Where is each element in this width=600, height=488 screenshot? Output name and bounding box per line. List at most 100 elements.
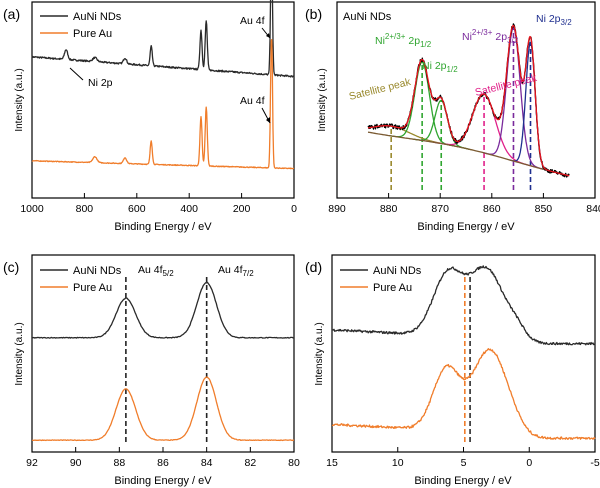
panel-a-ann-au4f-top: Au 4f xyxy=(240,15,265,27)
panel-b-ann-ni23-12-sub: 1/2 xyxy=(420,40,432,49)
panel-b-title: AuNi NDs xyxy=(343,11,392,23)
panel-b-xtick-label-1: 880 xyxy=(380,203,398,215)
panel-a-label: (a) xyxy=(3,6,20,22)
panel-c-series-pure xyxy=(31,376,295,442)
panel-c-annotations: Au 4f5/2 Au 4f7/2 xyxy=(138,264,254,278)
panel-a-xtick-label-0: 1000 xyxy=(20,203,44,215)
panel-c-xtick-label-2: 88 xyxy=(113,457,125,469)
panel-d-frame xyxy=(331,254,596,453)
panel-b-ann-ni-12: Ni 2p1/2 xyxy=(422,60,458,74)
panel-c-frame xyxy=(31,254,295,453)
panel-c-ylabel: Intensity (a.u.) xyxy=(14,322,25,385)
panel-d-xtick-label-2: 5 xyxy=(461,457,467,469)
panel-c: (c) 92 90 88 86 84 82 80 Binding Energy / eV I… xyxy=(3,254,300,487)
panel-b-xtick-label-2: 870 xyxy=(431,203,449,215)
panel-a-frame xyxy=(31,1,295,199)
panel-b-background xyxy=(367,131,570,177)
panel-c-label: (c) xyxy=(3,259,19,275)
panel-d-label: (d) xyxy=(305,259,322,275)
panel-c-legend-pure: Pure Au xyxy=(73,282,112,294)
panel-c-xtick-label-3: 86 xyxy=(157,457,169,469)
panel-b-components xyxy=(367,27,552,173)
panel-c-xlabel: Binding Energy / eV xyxy=(114,475,212,487)
panel-b-ann-ni-32-sub: 3/2 xyxy=(561,18,573,27)
panel-b-ann-ni-12-sub: 1/2 xyxy=(447,65,459,74)
panel-c-legend-auni: AuNi NDs xyxy=(73,265,122,277)
panel-b-ann-satellite-left: Satellite peak xyxy=(348,76,413,103)
panel-c-ann-52-sub: 5/2 xyxy=(163,269,175,278)
panel-b-ylabel: Intensity (a.u.) xyxy=(317,68,328,131)
panel-d-xtick-label-3: 0 xyxy=(526,457,532,469)
panel-a-x-ticks: 1000 800 600 400 200 0 xyxy=(20,193,297,215)
panel-a-xlabel: Binding Energy / eV xyxy=(114,221,212,233)
panel-a-series-auni xyxy=(31,0,295,78)
panel-a-xtick-label-3: 400 xyxy=(180,203,198,215)
panel-b-ann-ni23-12-ni: Ni xyxy=(375,35,385,47)
panel-d-legend-pure: Pure Au xyxy=(373,282,412,294)
panel-c-xtick-label-4: 84 xyxy=(201,457,213,469)
panel-b-component-1 xyxy=(389,61,455,147)
panel-c-legend: AuNi NDs Pure Au xyxy=(40,265,122,294)
panel-b-ann-ni23-32-sub: 3/2 xyxy=(507,36,519,45)
panel-c-ann-52-main: Au 4f xyxy=(138,264,163,276)
panel-a-series-pure xyxy=(31,38,295,170)
panel-a-annotations: Au 4f Ni 2p Au 4f xyxy=(69,15,271,124)
panel-d-xtick-label-0: 15 xyxy=(326,457,338,469)
panel-b: (b) 890 880 870 860 850 840 Binding Energy / … xyxy=(305,1,600,233)
panel-a-ann-ni2p: Ni 2p xyxy=(88,77,113,89)
panel-b-ann-ni-12-main: Ni 2p xyxy=(422,60,447,72)
panel-b-label: (b) xyxy=(305,6,322,22)
panel-c-xtick-label-6: 80 xyxy=(288,457,300,469)
panel-d-legend-auni: AuNi NDs xyxy=(373,265,422,277)
panel-d-series-auni xyxy=(332,265,596,346)
panel-b-fit-envelope xyxy=(367,24,570,177)
panel-a-arrowhead-au4f-top xyxy=(266,33,270,38)
panel-a-ann-au4f-bottom: Au 4f xyxy=(240,95,265,107)
panel-b-ann-ni23-32: Ni2+/3+ 2p3/2 xyxy=(462,28,519,45)
panel-a-xtick-label-2: 600 xyxy=(128,203,146,215)
panel-d: (d) 15 10 5 0 -5 Binding Energy / eV Intensi… xyxy=(305,254,600,487)
panel-a-xtick-label-5: 0 xyxy=(291,203,297,215)
panel-c-reference-lines xyxy=(125,277,208,444)
panel-b-ann-ni23-12-ox: 2+/3+ xyxy=(385,32,406,41)
panel-b-xtick-label-3: 860 xyxy=(483,203,501,215)
panel-b-ann-ni-32: Ni 2p3/2 xyxy=(536,13,572,27)
panel-b-xtick-label-0: 890 xyxy=(328,203,346,215)
panel-a-legend-pure: Pure Au xyxy=(73,28,112,40)
panel-b-xtick-label-4: 850 xyxy=(535,203,553,215)
panel-a-legend-auni: AuNi NDs xyxy=(73,11,122,23)
panel-b-ann-ni-32-main: Ni 2p xyxy=(536,13,561,25)
panel-c-ann-72-sub: 7/2 xyxy=(243,269,255,278)
panel-a-arrowhead-au4f-bottom xyxy=(266,117,270,123)
panel-b-raw-data xyxy=(367,23,570,178)
panel-d-legend: AuNi NDs Pure Au xyxy=(340,265,422,294)
panel-c-ann-72-main: Au 4f xyxy=(218,264,243,276)
panel-d-x-ticks: 15 10 5 0 -5 xyxy=(326,447,600,469)
panel-a-ylabel: Intensity (a.u.) xyxy=(14,68,25,131)
panel-b-ann-ni23-12: Ni2+/3+ 2p1/2 xyxy=(375,32,432,49)
panel-a-legend: AuNi NDs Pure Au xyxy=(40,11,122,40)
panel-b-xlabel: Binding Energy / eV xyxy=(417,221,515,233)
panel-c-xtick-label-5: 82 xyxy=(244,457,256,469)
panel-b-ann-ni23-12-2p: 2p xyxy=(408,35,420,47)
panel-b-frame xyxy=(336,1,596,199)
panel-c-ann-52: Au 4f5/2 xyxy=(138,264,174,278)
panel-c-series-auni xyxy=(32,281,295,339)
panel-d-reference-lines xyxy=(464,277,471,444)
panel-c-x-ticks: 92 90 88 86 84 82 80 xyxy=(26,447,300,469)
panel-b-component-4 xyxy=(483,27,544,170)
panel-b-ann-ni23-32-ni: Ni xyxy=(462,31,472,43)
panel-d-series-pure xyxy=(331,348,596,440)
panel-c-ann-72: Au 4f7/2 xyxy=(218,264,254,278)
panel-b-ann-ni23-32-2p: 2p xyxy=(495,31,507,43)
panel-a-xtick-label-1: 800 xyxy=(76,203,94,215)
panel-a-arrow-ni2p xyxy=(69,67,84,81)
panel-b-annotations: Ni2+/3+ 2p1/2 Ni 2p1/2 Satellite peak Ni2… xyxy=(348,13,572,103)
panel-c-xtick-label-0: 92 xyxy=(26,457,38,469)
panel-c-xtick-label-1: 90 xyxy=(70,457,82,469)
panel-b-ann-ni23-32-ox: 2+/3+ xyxy=(472,28,493,37)
panel-a-xtick-label-4: 200 xyxy=(233,203,251,215)
panel-a: (a) 1000 800 600 400 200 0 Binding Energy / e… xyxy=(3,0,297,233)
panel-d-ylabel: Intensity (a.u.) xyxy=(314,322,325,385)
